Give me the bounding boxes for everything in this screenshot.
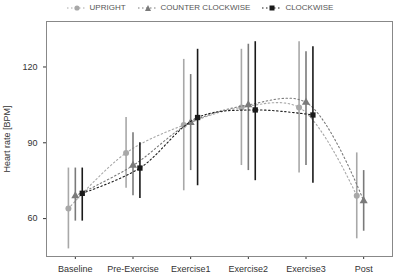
svg-text:Pre-Exercise: Pre-Exercise [107, 264, 159, 274]
html-text:CLOCKWISE: CLOCKWISE [285, 3, 334, 12]
svg-text:Baseline: Baseline [58, 264, 93, 274]
svg-text:Exercise1: Exercise1 [171, 264, 211, 274]
svg-text:120: 120 [22, 62, 37, 72]
svg-text:Heart rate [BPM]: Heart rate [BPM] [2, 105, 12, 172]
html-text:UPRIGHT: UPRIGHT [89, 3, 126, 12]
svg-text:60: 60 [27, 213, 37, 223]
html-text:COUNTER CLOCKWISE: COUNTER CLOCKWISE [160, 3, 251, 12]
svg-text:Exercise3: Exercise3 [286, 264, 326, 274]
svg-text:Post: Post [355, 264, 374, 274]
svg-text:Exercise2: Exercise2 [229, 264, 269, 274]
svg-text:90: 90 [27, 138, 37, 148]
